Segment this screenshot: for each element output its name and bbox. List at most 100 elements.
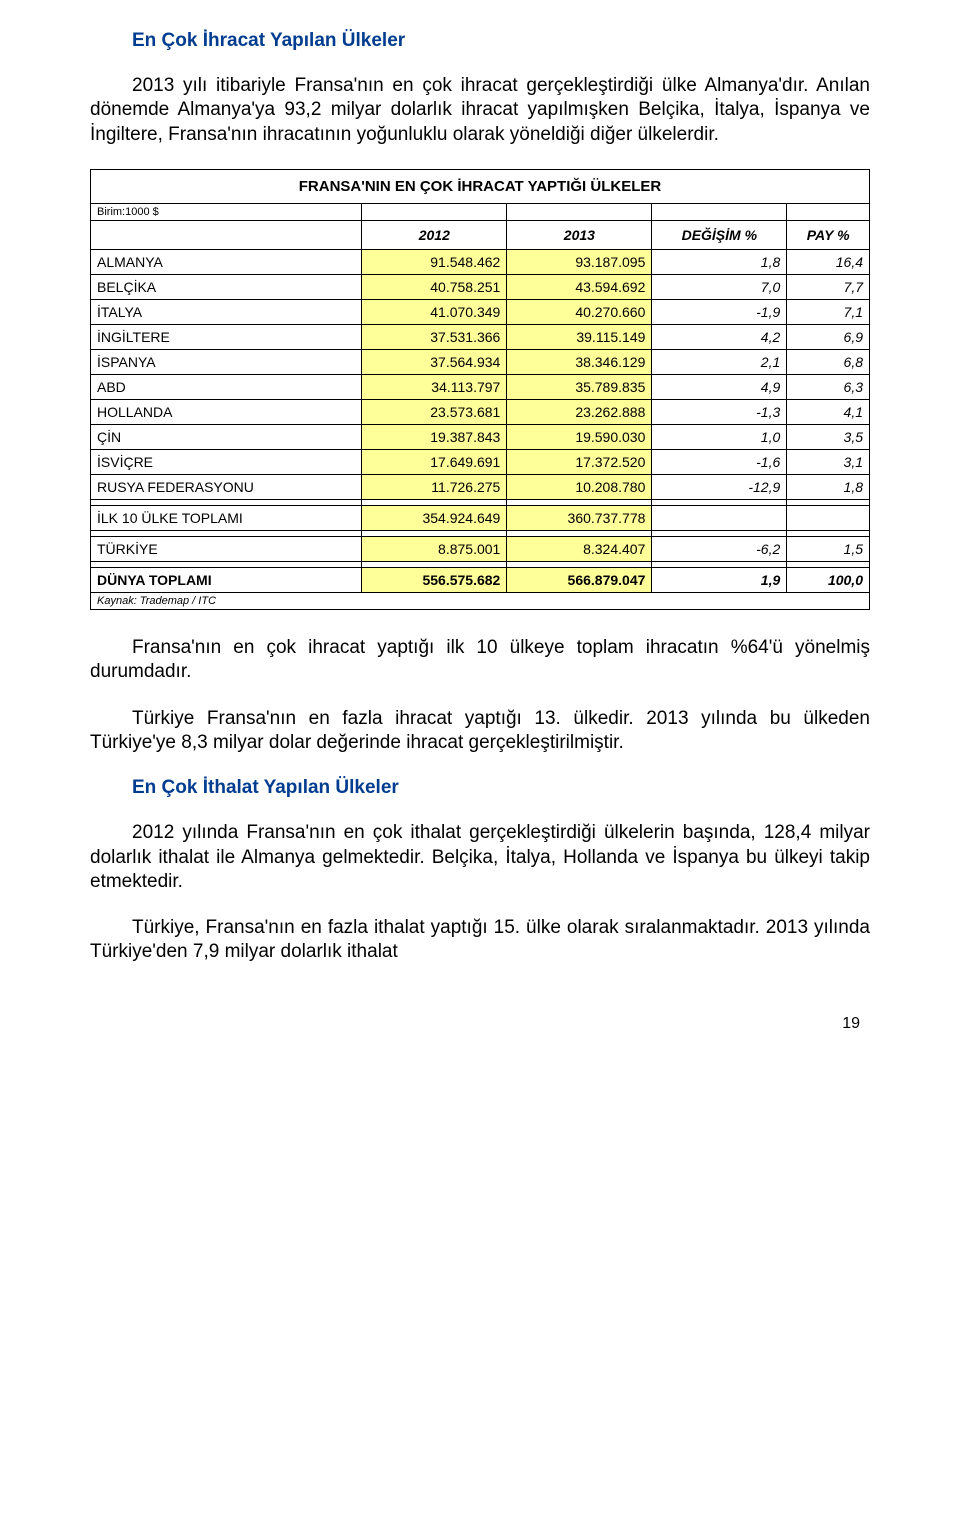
table-source: Kaynak: Trademap / ITC [91, 592, 870, 609]
cell-change: 4,9 [652, 374, 787, 399]
cell-2013: 38.346.129 [507, 349, 652, 374]
cell-2012: 23.573.681 [362, 399, 507, 424]
cell-share: 7,1 [787, 299, 870, 324]
cell-change: 7,0 [652, 274, 787, 299]
unit-label: Birim:1000 $ [91, 203, 362, 220]
unit-blank [787, 203, 870, 220]
cell-change [652, 505, 787, 530]
page-number: 19 [90, 1015, 870, 1033]
row-top10: İLK 10 ÜLKE TOPLAMI 354.924.649 360.737.… [91, 505, 870, 530]
cell-share: 6,3 [787, 374, 870, 399]
row-world: DÜNYA TOPLAMI 556.575.682 566.879.047 1,… [91, 567, 870, 592]
cell-share: 3,1 [787, 449, 870, 474]
row-turkey: TÜRKİYE 8.875.001 8.324.407 -6,2 1,5 [91, 536, 870, 561]
cell-share: 4,1 [787, 399, 870, 424]
cell-share: 1,8 [787, 474, 870, 499]
table-row: İSVİÇRE 17.649.691 17.372.520 -1,6 3,1 [91, 449, 870, 474]
cell-label: ÇİN [91, 424, 362, 449]
cell-2013: 17.372.520 [507, 449, 652, 474]
paragraph-intro: 2013 yılı itibariyle Fransa'nın en çok i… [90, 74, 870, 147]
table-row: ÇİN 19.387.843 19.590.030 1,0 3,5 [91, 424, 870, 449]
cell-change: -1,9 [652, 299, 787, 324]
paragraph-turkey-import: Türkiye, Fransa'nın en fazla ithalat yap… [90, 916, 870, 965]
cell-2012: 34.113.797 [362, 374, 507, 399]
col-2013: 2013 [507, 220, 652, 249]
col-country [91, 220, 362, 249]
cell-change: 1,9 [652, 567, 787, 592]
cell-2012: 354.924.649 [362, 505, 507, 530]
cell-share: 6,8 [787, 349, 870, 374]
col-change: DEĞİŞİM % [652, 220, 787, 249]
cell-2013: 23.262.888 [507, 399, 652, 424]
cell-change: -1,6 [652, 449, 787, 474]
cell-change: 1,0 [652, 424, 787, 449]
cell-share [787, 505, 870, 530]
cell-2013: 19.590.030 [507, 424, 652, 449]
cell-change: -1,3 [652, 399, 787, 424]
cell-change: 1,8 [652, 249, 787, 274]
cell-change: -12,9 [652, 474, 787, 499]
cell-2012: 41.070.349 [362, 299, 507, 324]
paragraph-top10: Fransa'nın en çok ihracat yaptığı ilk 10… [90, 636, 870, 685]
cell-2012: 17.649.691 [362, 449, 507, 474]
cell-change: 2,1 [652, 349, 787, 374]
cell-label: TÜRKİYE [91, 536, 362, 561]
cell-label: BELÇİKA [91, 274, 362, 299]
export-table: FRANSA'NIN EN ÇOK İHRACAT YAPTIĞI ÜLKELE… [90, 169, 870, 610]
cell-2013: 8.324.407 [507, 536, 652, 561]
cell-2012: 8.875.001 [362, 536, 507, 561]
cell-change: -6,2 [652, 536, 787, 561]
export-table-container: FRANSA'NIN EN ÇOK İHRACAT YAPTIĞI ÜLKELE… [90, 169, 870, 610]
table-row: İNGİLTERE 37.531.366 39.115.149 4,2 6,9 [91, 324, 870, 349]
cell-label: İSVİÇRE [91, 449, 362, 474]
table-row: ALMANYA 91.548.462 93.187.095 1,8 16,4 [91, 249, 870, 274]
table-row: HOLLANDA 23.573.681 23.262.888 -1,3 4,1 [91, 399, 870, 424]
cell-label: İNGİLTERE [91, 324, 362, 349]
table-row: ABD 34.113.797 35.789.835 4,9 6,3 [91, 374, 870, 399]
cell-2012: 40.758.251 [362, 274, 507, 299]
cell-2013: 93.187.095 [507, 249, 652, 274]
cell-label: ABD [91, 374, 362, 399]
unit-blank [362, 203, 507, 220]
col-share: PAY % [787, 220, 870, 249]
paragraph-turkey-export: Türkiye Fransa'nın en fazla ihracat yapt… [90, 707, 870, 756]
cell-label: İLK 10 ÜLKE TOPLAMI [91, 505, 362, 530]
cell-2012: 37.564.934 [362, 349, 507, 374]
heading-export-countries: En Çok İhracat Yapılan Ülkeler [90, 30, 870, 52]
paragraph-import-intro: 2012 yılında Fransa'nın en çok ithalat g… [90, 821, 870, 894]
cell-label: ALMANYA [91, 249, 362, 274]
cell-label: İTALYA [91, 299, 362, 324]
table-title: FRANSA'NIN EN ÇOK İHRACAT YAPTIĞI ÜLKELE… [91, 169, 870, 203]
unit-blank [507, 203, 652, 220]
cell-2013: 35.789.835 [507, 374, 652, 399]
cell-2013: 360.737.778 [507, 505, 652, 530]
cell-share: 6,9 [787, 324, 870, 349]
cell-label: HOLLANDA [91, 399, 362, 424]
cell-share: 1,5 [787, 536, 870, 561]
cell-2012: 11.726.275 [362, 474, 507, 499]
cell-share: 7,7 [787, 274, 870, 299]
cell-2013: 43.594.692 [507, 274, 652, 299]
heading-import-countries: En Çok İthalat Yapılan Ülkeler [90, 777, 870, 799]
cell-2013: 40.270.660 [507, 299, 652, 324]
cell-label: DÜNYA TOPLAMI [91, 567, 362, 592]
cell-2012: 19.387.843 [362, 424, 507, 449]
table-row: BELÇİKA 40.758.251 43.594.692 7,0 7,7 [91, 274, 870, 299]
cell-2013: 39.115.149 [507, 324, 652, 349]
cell-label: RUSYA FEDERASYONU [91, 474, 362, 499]
table-row: İTALYA 41.070.349 40.270.660 -1,9 7,1 [91, 299, 870, 324]
unit-blank [652, 203, 787, 220]
cell-label: İSPANYA [91, 349, 362, 374]
col-2012: 2012 [362, 220, 507, 249]
table-row: İSPANYA 37.564.934 38.346.129 2,1 6,8 [91, 349, 870, 374]
table-row: RUSYA FEDERASYONU 11.726.275 10.208.780 … [91, 474, 870, 499]
cell-2013: 566.879.047 [507, 567, 652, 592]
cell-share: 3,5 [787, 424, 870, 449]
cell-share: 100,0 [787, 567, 870, 592]
cell-change: 4,2 [652, 324, 787, 349]
cell-2013: 10.208.780 [507, 474, 652, 499]
cell-share: 16,4 [787, 249, 870, 274]
cell-2012: 91.548.462 [362, 249, 507, 274]
cell-2012: 556.575.682 [362, 567, 507, 592]
cell-2012: 37.531.366 [362, 324, 507, 349]
